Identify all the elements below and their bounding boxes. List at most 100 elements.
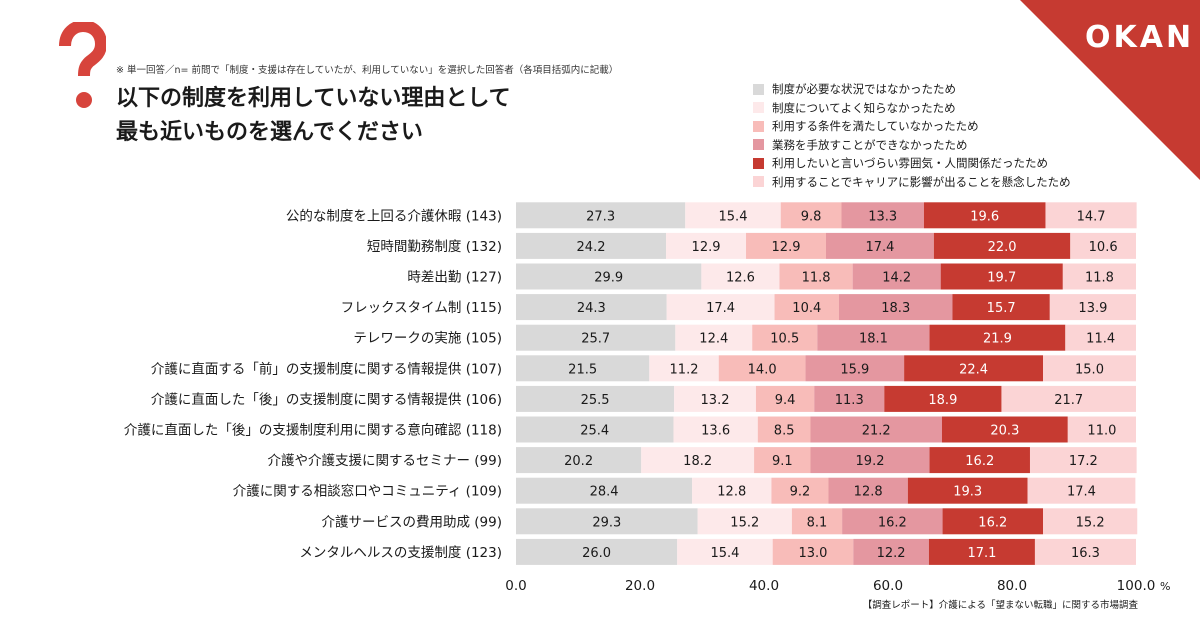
bar-segment <box>1029 447 1137 474</box>
data-label: 18.9 <box>928 393 957 408</box>
data-label: 21.9 <box>983 332 1012 347</box>
data-label: 10.5 <box>770 332 799 347</box>
category-label: 介護に関する相談窓口やコミュニティ (109) <box>233 483 502 500</box>
bar-segment <box>692 477 772 504</box>
data-label: 25.5 <box>581 393 610 408</box>
data-label: 15.2 <box>730 515 759 530</box>
bar-segment <box>810 447 930 474</box>
data-label: 22.4 <box>959 362 988 377</box>
bar-segment <box>780 202 842 229</box>
data-label: 19.7 <box>987 271 1016 286</box>
legend-label: 制度についてよく知らなかったため <box>772 100 956 115</box>
bar-segment <box>516 202 686 229</box>
x-unit-label: % <box>1160 580 1170 593</box>
bar-segment <box>754 447 811 474</box>
legend-item: 利用する条件を満たしていなかったため <box>753 117 1071 136</box>
bar-segment <box>928 538 1035 565</box>
data-label: 12.2 <box>877 546 906 561</box>
data-label: 14.0 <box>748 362 777 377</box>
data-label: 15.2 <box>1076 515 1105 530</box>
bar-segment <box>516 508 698 535</box>
x-tick-label: 100.0 <box>1117 578 1156 594</box>
bar-segment <box>697 508 792 535</box>
bar-segment <box>940 263 1063 290</box>
bar-segment <box>677 538 773 565</box>
bar-segment <box>752 324 818 351</box>
page-title: 以下の制度を利用していない理由として 最も近いものを選んでください <box>116 82 511 150</box>
bar-segment <box>1001 385 1136 412</box>
bar-segment <box>718 355 806 382</box>
data-label: 13.3 <box>868 209 897 224</box>
category-label: 介護に直面する「前」の支援制度に関する情報提供 (107) <box>151 360 502 377</box>
data-label: 11.4 <box>1086 332 1115 347</box>
bar-segment <box>1043 508 1138 535</box>
question-mark-icon <box>59 22 106 108</box>
bar-segment <box>701 263 780 290</box>
bar-segment <box>814 385 885 412</box>
data-label: 26.0 <box>582 546 611 561</box>
data-label: 12.9 <box>772 240 801 255</box>
data-label: 25.4 <box>580 424 609 439</box>
bar-segment <box>746 232 826 259</box>
legend-label: 制度が必要な状況ではなかったため <box>772 82 956 97</box>
legend-item: 制度が必要な状況ではなかったため <box>753 80 1071 99</box>
bar-segment <box>1067 416 1136 443</box>
bar-segment <box>666 294 775 321</box>
bar-segment <box>755 385 815 412</box>
data-label: 9.4 <box>775 393 796 408</box>
bar-segment <box>841 202 924 229</box>
okan-logo: OKAN <box>1085 20 1195 55</box>
legend-item: 業務を手放すことができなかったため <box>753 136 1071 155</box>
data-label: 12.4 <box>699 332 728 347</box>
bar-segment <box>852 263 941 290</box>
data-label: 22.0 <box>988 240 1017 255</box>
data-label: 12.8 <box>854 485 883 500</box>
data-label: 11.8 <box>1085 271 1114 286</box>
legend-swatch <box>753 176 764 188</box>
bar-segment <box>839 294 953 321</box>
bar-segment <box>516 477 693 504</box>
data-label: 15.7 <box>987 301 1016 316</box>
data-label: 20.3 <box>990 424 1019 439</box>
bar-segment <box>1045 202 1137 229</box>
bar-segment <box>805 355 905 382</box>
data-label: 21.5 <box>568 362 597 377</box>
legend-swatch <box>753 120 764 132</box>
data-label: 13.6 <box>701 424 730 439</box>
bar-segment <box>1065 324 1136 351</box>
legend-label: 業務を手放すことができなかったため <box>772 137 968 152</box>
data-label: 15.9 <box>840 362 869 377</box>
bar-segment <box>666 232 747 259</box>
data-label: 16.3 <box>1071 546 1100 561</box>
data-label: 24.2 <box>577 240 606 255</box>
title-line-1: 以下の制度を利用していない理由として <box>116 86 511 111</box>
bar-segment <box>774 294 840 321</box>
corner-triangle <box>1020 0 1200 180</box>
data-label: 19.6 <box>970 209 999 224</box>
category-label: 時差出勤 (127) <box>407 270 502 286</box>
category-label: 介護や介護支援に関するセミナー (99) <box>267 453 502 469</box>
bar-segment <box>884 385 1002 412</box>
bar-segment <box>923 202 1046 229</box>
x-tick-label: 20.0 <box>625 578 655 594</box>
legend-label: 利用することでキャリアに影響が出ることを懸念したため <box>772 174 1071 189</box>
bar-segment <box>1043 355 1136 382</box>
category-label: 短時間勤務制度 (132) <box>367 239 502 255</box>
data-label: 11.0 <box>1087 424 1116 439</box>
bar-segment <box>516 324 676 351</box>
category-label: フレックスタイム制 (115) <box>341 300 502 316</box>
bar-segment <box>933 232 1071 259</box>
bar-segment <box>516 385 675 412</box>
category-label: 公的な制度を上回る介護休暇 (143) <box>286 208 502 224</box>
bar-segment <box>929 324 1066 351</box>
legend-label: 利用する条件を満たしていなかったため <box>772 119 979 134</box>
data-label: 12.9 <box>692 240 721 255</box>
bar-segment <box>516 263 702 290</box>
data-label: 25.7 <box>581 332 610 347</box>
data-label: 10.4 <box>792 301 821 316</box>
legend-item: 制度についてよく知らなかったため <box>753 99 1071 118</box>
bar-segment <box>779 263 853 290</box>
data-label: 28.4 <box>590 485 619 500</box>
category-label: メンタルヘルスの支援制度 (123) <box>299 545 502 561</box>
